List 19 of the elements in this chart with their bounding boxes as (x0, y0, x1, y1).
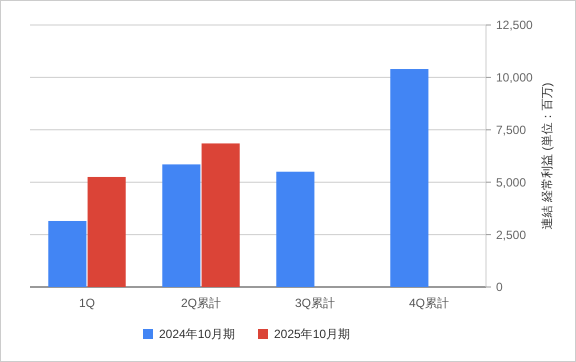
bar (390, 69, 428, 287)
x-tick-label: 2Q累計 (180, 296, 222, 310)
bar (162, 164, 200, 287)
y-tick-label: 10,000 (496, 70, 534, 85)
x-tick-label: 4Q累計 (408, 296, 450, 310)
y-tick-label: 5,000 (496, 175, 526, 190)
bar (48, 220, 86, 287)
legend-label: 2024年10月期 (159, 327, 236, 342)
bar (202, 143, 240, 287)
legend-label: 2025年10月期 (274, 327, 350, 342)
bar (276, 172, 314, 287)
bar (88, 176, 126, 287)
y-tick-label: 12,500 (496, 18, 534, 32)
x-tick-label: 3Q累計 (294, 296, 336, 310)
y-axis-title: 連結 経常利益 (単位：百万) (540, 82, 554, 230)
y-tick-label: 7,500 (496, 123, 526, 137)
y-tick-label: 2,500 (496, 228, 526, 242)
y-tick-label: 0 (496, 280, 503, 294)
x-tick-label: 1Q (78, 296, 96, 310)
